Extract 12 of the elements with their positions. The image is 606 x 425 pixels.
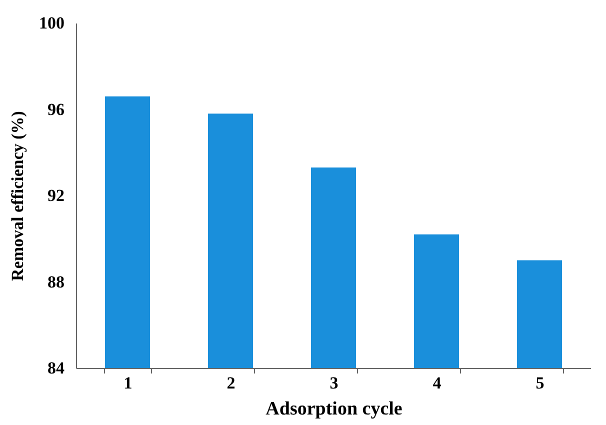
x-axis-title: Adsorption cycle: [266, 398, 402, 420]
y-tick-label: 84: [48, 358, 65, 378]
x-tick-label: 3: [330, 374, 338, 392]
y-tick-label: 92: [48, 186, 64, 205]
y-tick-label: 100: [39, 14, 64, 32]
x-tick-label: 2: [226, 374, 236, 392]
x-tick-label: 1: [124, 374, 132, 392]
x-tick-label: 4: [432, 374, 442, 392]
x-tick-label: 5: [536, 374, 544, 392]
y-tick-label: 96: [48, 100, 64, 119]
y-axis-title: Removal efficiency (%): [8, 111, 27, 281]
y-tick-label: 88: [48, 272, 64, 292]
